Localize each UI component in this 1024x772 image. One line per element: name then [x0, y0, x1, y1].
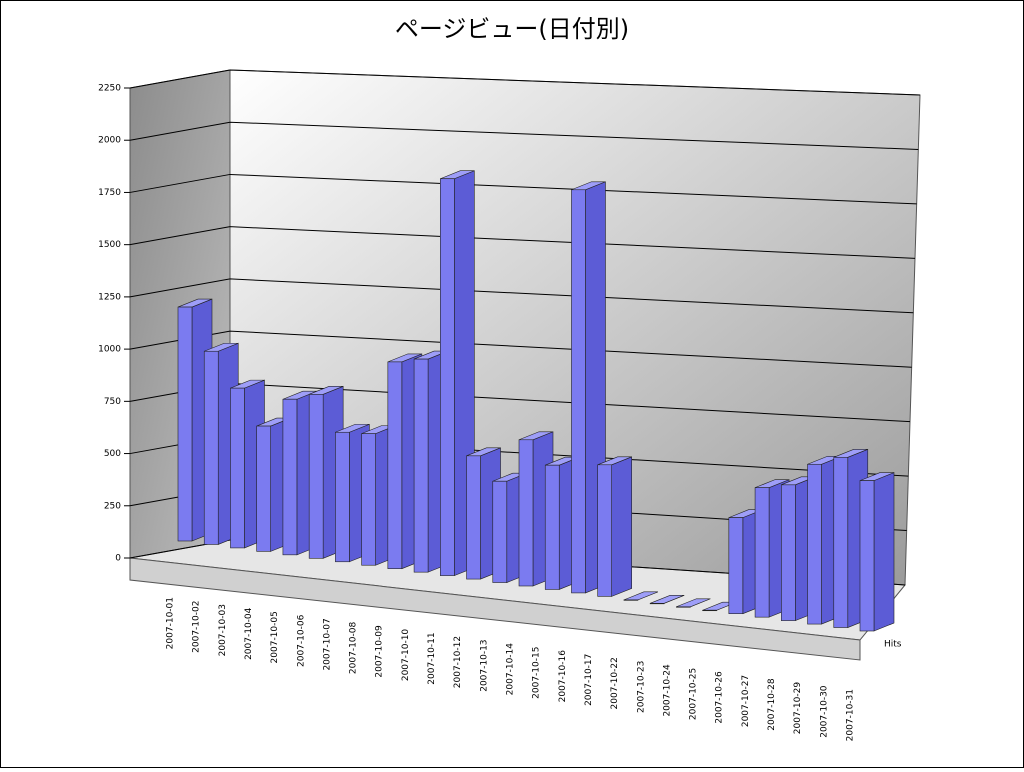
- bar: [413, 358, 429, 573]
- y-tick-label: 1750: [98, 188, 121, 198]
- bar: [230, 387, 245, 549]
- grid-line: [129, 69, 921, 96]
- legend-label: Hits: [884, 640, 902, 650]
- x-tick-label: 2007-10-25: [689, 668, 699, 720]
- x-tick-label: 2007-10-13: [479, 639, 489, 691]
- x-tick-label: 2007-10-06: [296, 614, 306, 667]
- bar: [492, 480, 508, 583]
- y-tick-label: 250: [104, 501, 121, 511]
- bar: [466, 455, 481, 580]
- grid-line: [129, 226, 916, 259]
- x-tick-label: 2007-10-09: [375, 625, 385, 678]
- y-tick-label: 1250: [98, 292, 121, 302]
- bar: [518, 439, 534, 587]
- x-tick-label: 2007-10-31: [846, 689, 856, 741]
- y-tick-label: 750: [104, 397, 121, 407]
- bar: [754, 487, 770, 618]
- x-tick-label: 2007-10-24: [662, 664, 672, 717]
- x-tick-label: 2007-10-10: [401, 629, 411, 682]
- bar: [597, 464, 612, 597]
- bar: [859, 480, 875, 632]
- x-tick-label: 2007-10-04: [244, 607, 254, 660]
- bar: [833, 456, 849, 628]
- bar: [623, 599, 639, 601]
- x-tick-label: 2007-10-23: [636, 661, 646, 713]
- x-tick-label: 2007-10-08: [349, 622, 359, 675]
- bar: [177, 306, 193, 542]
- y-tick-label: 0: [115, 554, 121, 564]
- bar: [702, 609, 717, 612]
- grid-line: [129, 121, 919, 150]
- x-tick-label: 2007-10-27: [741, 675, 751, 727]
- bar: [282, 398, 298, 556]
- grid-line: [129, 278, 914, 314]
- bar: [807, 463, 822, 625]
- x-tick-label: 2007-10-30: [819, 685, 829, 738]
- x-tick-label: 2007-10-22: [610, 657, 620, 709]
- x-tick-label: 2007-10-05: [270, 611, 280, 663]
- x-tick-label: 2007-10-12: [453, 636, 463, 688]
- bar: [571, 189, 586, 594]
- bar: [308, 394, 324, 559]
- x-tick-label: 2007-10-03: [218, 604, 228, 656]
- x-tick-label: 2007-10-11: [427, 632, 437, 684]
- x-tick-label: 2007-10-26: [715, 671, 725, 724]
- bar: [728, 517, 744, 614]
- y-tick-label: 1500: [98, 240, 121, 250]
- y-tick-label: 1000: [98, 345, 121, 355]
- bar: [781, 484, 796, 621]
- bar: [649, 603, 665, 605]
- bar: [335, 431, 350, 563]
- bar: [203, 350, 219, 545]
- y-tick-label: 2250: [98, 84, 121, 94]
- bar: [361, 433, 376, 566]
- x-tick-label: 2007-10-02: [192, 601, 202, 653]
- x-tick-label: 2007-10-01: [166, 597, 176, 649]
- bar: [256, 425, 271, 552]
- x-tick-label: 2007-10-28: [767, 678, 777, 731]
- grid-line: [129, 173, 917, 205]
- y-tick-label: 2000: [98, 136, 121, 146]
- y-tick-label: 500: [104, 449, 121, 459]
- x-tick-label: 2007-10-16: [558, 650, 568, 703]
- chart-title: ページビュー(日付別): [395, 15, 629, 43]
- x-tick-label: 2007-10-15: [532, 647, 542, 699]
- x-tick-label: 2007-10-07: [322, 618, 332, 670]
- x-tick-label: 2007-10-14: [506, 643, 516, 696]
- floor-edge: [129, 557, 861, 661]
- grid-line: [129, 330, 912, 368]
- bar: [544, 464, 560, 590]
- bar-side: [611, 456, 632, 597]
- bar: [387, 361, 403, 569]
- x-tick-label: 2007-10-29: [793, 682, 803, 735]
- bar-side: [873, 472, 895, 632]
- bar: [676, 606, 691, 608]
- x-tick-label: 2007-10-17: [584, 654, 594, 706]
- bar: [440, 178, 455, 576]
